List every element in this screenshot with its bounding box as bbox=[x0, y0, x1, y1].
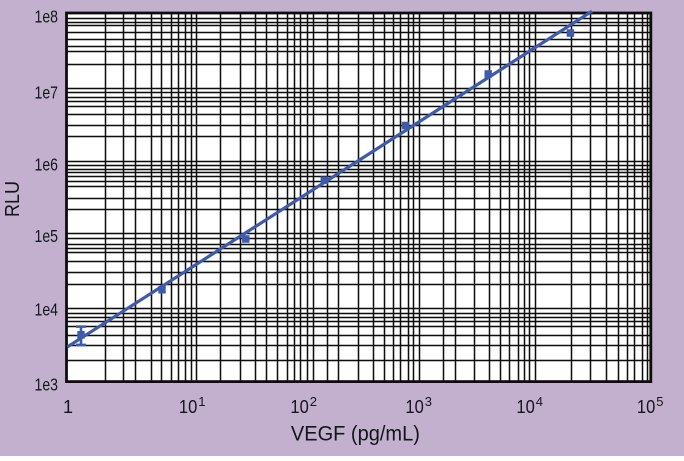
svg-text:1: 1 bbox=[198, 394, 205, 409]
svg-text:5: 5 bbox=[656, 394, 663, 409]
svg-text:1e6: 1e6 bbox=[35, 155, 59, 175]
svg-text:10: 10 bbox=[637, 397, 655, 417]
svg-text:10: 10 bbox=[516, 397, 534, 417]
svg-text:RLU: RLU bbox=[2, 181, 24, 217]
svg-text:4: 4 bbox=[536, 394, 543, 409]
svg-text:1: 1 bbox=[63, 397, 73, 417]
svg-text:3: 3 bbox=[425, 394, 432, 409]
svg-text:1e7: 1e7 bbox=[35, 82, 59, 102]
svg-text:10: 10 bbox=[405, 397, 423, 417]
svg-text:2: 2 bbox=[310, 394, 317, 409]
svg-text:1e4: 1e4 bbox=[35, 300, 59, 320]
svg-text:1e5: 1e5 bbox=[35, 226, 59, 246]
svg-text:VEGF (pg/mL): VEGF (pg/mL) bbox=[291, 423, 420, 446]
svg-text:10: 10 bbox=[290, 397, 308, 417]
svg-text:10: 10 bbox=[179, 397, 197, 417]
svg-text:1e8: 1e8 bbox=[35, 7, 59, 27]
svg-text:1e3: 1e3 bbox=[35, 374, 59, 394]
